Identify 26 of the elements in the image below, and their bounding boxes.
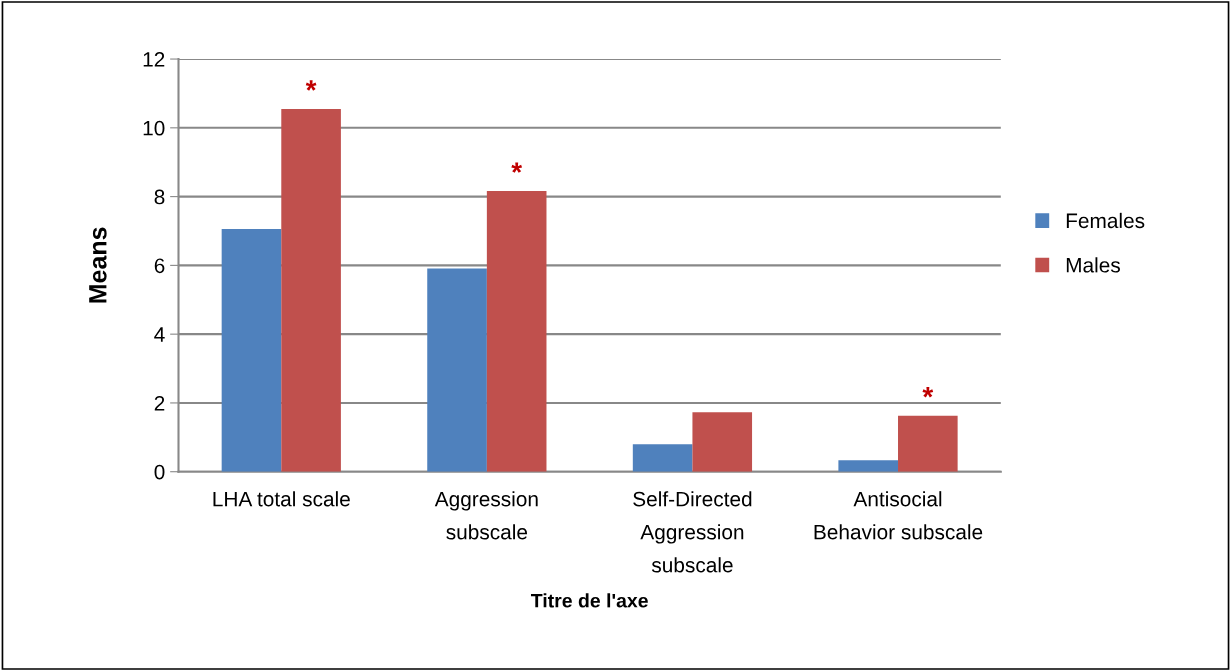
y-axis-title: Means bbox=[89, 227, 107, 303]
y-tick-label: 4 bbox=[154, 327, 165, 342]
x-tick-label: Antisocial Behavior subscale bbox=[814, 491, 983, 540]
y-tick-label: 2 bbox=[154, 395, 165, 411]
bar bbox=[427, 268, 487, 472]
x-axis-title: Titre de l'axe bbox=[530, 593, 648, 608]
annotation: * bbox=[305, 80, 317, 91]
legend-label: Females bbox=[1066, 212, 1145, 229]
bar bbox=[281, 108, 341, 472]
y-tick-label: 0 bbox=[154, 464, 165, 480]
annotation: * bbox=[922, 387, 934, 398]
x-tick-label: Self-Directed Aggression subscale bbox=[633, 491, 752, 573]
legend-label: Males bbox=[1066, 257, 1120, 273]
x-tick-label: Aggression subscale bbox=[434, 491, 538, 540]
y-tick-label: 6 bbox=[154, 258, 165, 274]
y-tick-label: 12 bbox=[143, 52, 165, 67]
bar bbox=[221, 228, 282, 472]
x-tick-label: LHA total scale bbox=[213, 491, 350, 507]
y-tick-label: 10 bbox=[143, 120, 165, 136]
bar bbox=[898, 415, 958, 472]
bar bbox=[632, 444, 693, 472]
bar bbox=[692, 412, 753, 472]
bar bbox=[486, 191, 547, 472]
annotation: * bbox=[511, 162, 523, 173]
bar bbox=[838, 460, 899, 472]
y-tick-label: 8 bbox=[154, 189, 165, 205]
